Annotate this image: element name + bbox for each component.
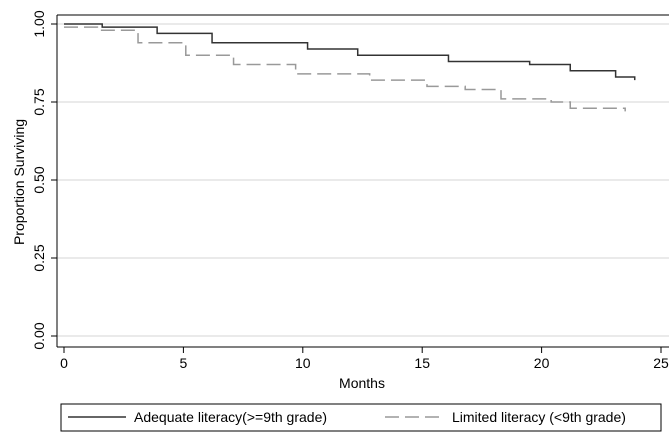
x-tick-label: 15 <box>414 355 430 371</box>
axes <box>56 14 669 348</box>
x-tick-label: 20 <box>534 355 550 371</box>
series-line-limited <box>64 26 626 112</box>
series-line-adequate <box>64 23 636 81</box>
y-tick-label: 0.75 <box>31 88 47 115</box>
legend-box <box>60 403 662 432</box>
y-tick-label: 0.00 <box>31 322 47 349</box>
legend-label-limited: Limited literacy (<9th grade) <box>452 409 626 425</box>
x-tick-label: 25 <box>653 355 669 371</box>
y-tick-label: 1.00 <box>31 10 47 37</box>
legend-label-adequate: Adequate literacy(>=9th grade) <box>134 409 327 425</box>
x-tick-label: 0 <box>60 355 68 371</box>
ticks: 0.00 0.25 0.50 0.75 1.00 0 5 10 15 20 25 <box>31 10 669 371</box>
gridlines <box>57 23 669 337</box>
y-tick-label: 0.25 <box>31 244 47 271</box>
y-axis-title: Proportion Surviving <box>11 119 27 245</box>
series-lines <box>64 23 636 112</box>
x-tick-label: 10 <box>295 355 311 371</box>
x-tick-label: 5 <box>180 355 188 371</box>
legend: Adequate literacy(>=9th grade) Limited l… <box>60 403 662 432</box>
x-axis-title: Months <box>339 375 385 391</box>
y-tick-label: 0.50 <box>31 166 47 193</box>
